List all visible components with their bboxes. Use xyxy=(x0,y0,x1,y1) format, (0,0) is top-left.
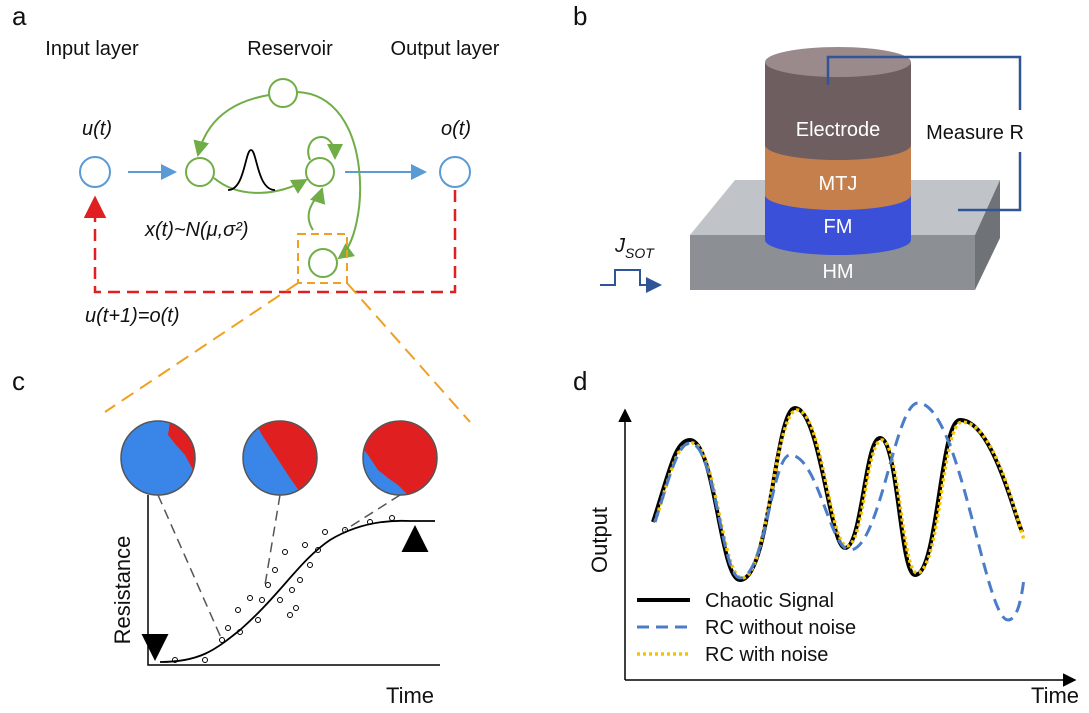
panel-c: c Resistance Time xyxy=(12,366,440,708)
y-axis-label: Resistance xyxy=(110,536,135,645)
domain-states xyxy=(120,420,440,500)
rc-without-noise xyxy=(655,403,1024,620)
feedback-label: u(t+1)=o(t) xyxy=(85,305,179,327)
zoom-line xyxy=(105,283,298,412)
legend-label: Chaotic Signal xyxy=(705,590,834,612)
panel-b: b Electrode MTJ FM HM Measure R JSOT xyxy=(573,1,1024,290)
x-axis-label: Time xyxy=(386,683,434,708)
layer-label: FM xyxy=(824,216,853,238)
figure: a Input layer Reservoir Output layer u(t… xyxy=(0,0,1089,713)
x-axis-label: Time xyxy=(1031,683,1079,708)
panel-d: d Output Time Chaotic Signal RC without … xyxy=(573,366,1079,708)
rc-with-noise xyxy=(655,410,1024,578)
node-label: u(t) xyxy=(82,118,112,140)
layer-label: Electrode xyxy=(796,119,881,141)
samples xyxy=(173,516,395,663)
panel-label: a xyxy=(12,1,27,31)
connector xyxy=(158,495,400,640)
panel-a: a Input layer Reservoir Output layer u(t… xyxy=(12,1,500,422)
pulse xyxy=(600,270,660,285)
layer-label: HM xyxy=(822,261,853,283)
reservoir xyxy=(186,79,360,277)
panel-label: b xyxy=(573,1,587,31)
panel-label: c xyxy=(12,366,25,396)
node-label: o(t) xyxy=(441,118,471,140)
legend: Chaotic Signal RC without noise RC with … xyxy=(637,590,856,666)
panel-label: d xyxy=(573,366,587,396)
legend-label: RC with noise xyxy=(705,644,828,666)
current-label: JSOT xyxy=(614,235,655,261)
zoom-line xyxy=(347,283,470,422)
layer-title: Reservoir xyxy=(247,38,333,60)
layer-title: Output layer xyxy=(391,38,500,60)
legend-label: RC without noise xyxy=(705,617,856,639)
feedback-arrow xyxy=(95,190,455,292)
distribution-label: x(t)~N(μ,σ²) xyxy=(144,219,249,241)
current-subscript: SOT xyxy=(625,245,655,261)
measure-label: Measure R xyxy=(926,122,1024,144)
y-axis-label: Output xyxy=(587,507,612,573)
output-node xyxy=(440,157,470,187)
layer-title: Input layer xyxy=(45,38,139,60)
layer-label: MTJ xyxy=(819,173,858,195)
input-node xyxy=(80,157,110,187)
electrode-top xyxy=(765,47,911,77)
